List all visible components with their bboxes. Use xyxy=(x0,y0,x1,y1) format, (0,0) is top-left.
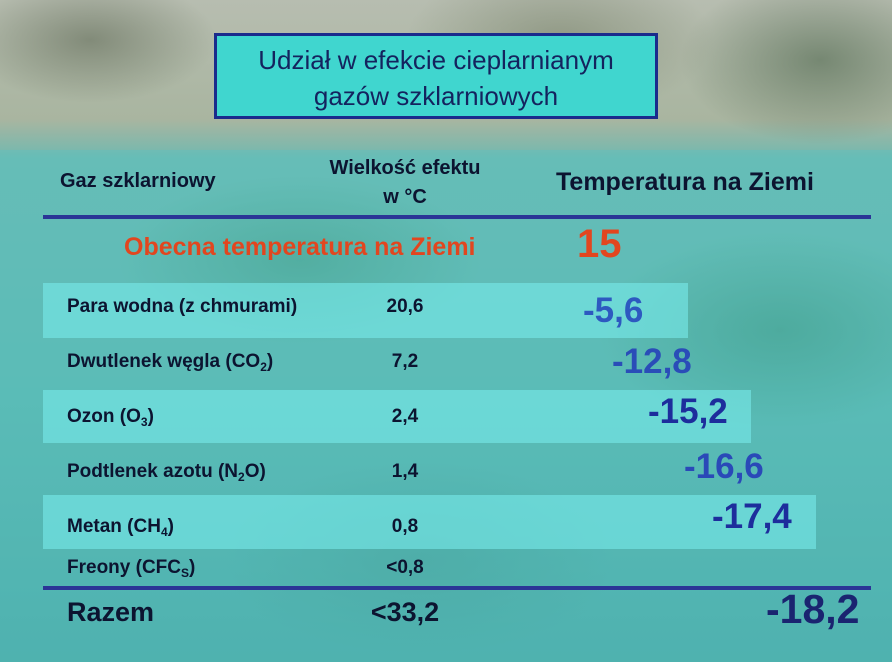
title-line-1: Udział w efekcie cieplarnianym xyxy=(258,45,614,75)
header-rule xyxy=(43,215,871,219)
gas-name-text: Freony (CFC xyxy=(67,557,181,578)
row-band xyxy=(43,390,751,443)
effect-value: 2,4 xyxy=(391,406,419,427)
slide-title: Udział w efekcie cieplarnianym gazów szk… xyxy=(214,33,658,119)
gas-name-suffix: ) xyxy=(266,351,274,372)
header-effect-line-2: w °C xyxy=(383,186,427,208)
temperature-value: -16,6 xyxy=(684,447,764,486)
gas-name-suffix: ) xyxy=(167,516,174,537)
gas-subscript: 3 xyxy=(140,415,148,429)
total-temperature: -18,2 xyxy=(766,586,860,632)
temperature-value: -15,2 xyxy=(648,392,728,431)
gas-name: Para wodna (z chmurami) xyxy=(67,296,298,317)
header-effect-line-1: Wielkość efektu xyxy=(329,157,481,179)
gas-name-text: Dwutlenek węgla (CO xyxy=(67,351,261,372)
gas-subscript: S xyxy=(181,566,190,580)
total-effect: <33,2 xyxy=(370,597,440,627)
gas-subscript: 2 xyxy=(260,360,267,374)
gas-subscript: 2 xyxy=(238,470,245,484)
effect-value: 7,2 xyxy=(391,351,419,372)
total-rule xyxy=(43,586,871,590)
header-temperature: Temperatura na Ziemi xyxy=(556,168,814,196)
effect-value: 1,4 xyxy=(391,461,419,482)
effect-value: 0,8 xyxy=(391,516,419,537)
temperature-value: -12,8 xyxy=(612,342,692,381)
effect-value: <0,8 xyxy=(386,557,424,578)
temperature-value: -5,6 xyxy=(583,291,644,330)
gas-name-text: Metan (CH xyxy=(67,516,161,537)
total-label: Razem xyxy=(67,597,155,627)
gas-name-text: Podtlenek azotu (N xyxy=(67,461,239,482)
gas-subscript: 4 xyxy=(160,525,168,539)
header-effect: Wielkość efektu w °C xyxy=(300,154,510,212)
gas-name-text: Ozon (O xyxy=(67,406,141,427)
gas-name: Ozon (O3) xyxy=(67,406,154,429)
gas-name: Metan (CH4) xyxy=(67,516,174,539)
gas-name: Freony (CFCS) xyxy=(67,557,195,580)
gas-name-suffix: O) xyxy=(244,461,266,482)
current-temperature-value: 15 xyxy=(577,222,622,266)
gas-name: Dwutlenek węgla (CO2) xyxy=(67,351,273,374)
effect-value: 20,6 xyxy=(386,296,424,317)
gas-name: Podtlenek azotu (N2O) xyxy=(67,461,266,484)
temperature-value: -17,4 xyxy=(712,497,792,536)
title-line-2: gazów szklarniowych xyxy=(313,81,559,111)
header-gas: Gaz szklarniowy xyxy=(60,170,216,192)
row-band xyxy=(43,495,816,549)
gas-name-suffix: ) xyxy=(147,406,154,427)
gas-name-suffix: ) xyxy=(189,557,196,578)
current-temperature-label: Obecna temperatura na Ziemi xyxy=(124,233,476,261)
row-band xyxy=(43,283,688,338)
